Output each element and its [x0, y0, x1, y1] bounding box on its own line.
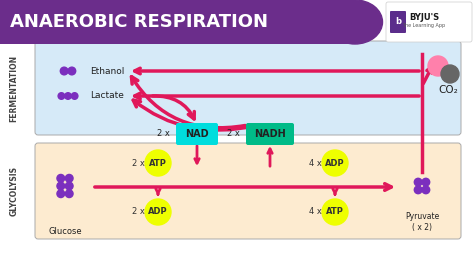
Text: 2 x: 2 x [227, 130, 239, 138]
Circle shape [145, 199, 171, 225]
Text: GLYCOLYSIS: GLYCOLYSIS [9, 166, 18, 216]
Text: BYJU'S: BYJU'S [409, 12, 439, 22]
Circle shape [441, 65, 459, 83]
Text: ADP: ADP [148, 208, 168, 216]
FancyBboxPatch shape [390, 11, 406, 33]
Circle shape [58, 93, 64, 99]
FancyBboxPatch shape [246, 123, 294, 145]
Circle shape [57, 182, 64, 190]
Circle shape [71, 93, 78, 99]
FancyBboxPatch shape [35, 143, 461, 239]
Text: CO₂: CO₂ [438, 85, 458, 95]
Text: ATP: ATP [326, 208, 344, 216]
Text: 2 x: 2 x [132, 208, 145, 216]
Text: NAD: NAD [185, 129, 209, 139]
Circle shape [322, 150, 348, 176]
FancyBboxPatch shape [35, 41, 461, 135]
Circle shape [145, 150, 171, 176]
Circle shape [65, 182, 73, 190]
Text: Glucose: Glucose [48, 227, 82, 235]
Ellipse shape [328, 0, 383, 44]
Circle shape [65, 174, 73, 182]
Circle shape [65, 190, 73, 198]
Text: FERMENTATION: FERMENTATION [9, 54, 18, 122]
Circle shape [414, 178, 422, 186]
Circle shape [422, 186, 430, 194]
Text: b: b [395, 18, 401, 26]
Text: 2 x: 2 x [132, 158, 145, 167]
Circle shape [322, 199, 348, 225]
Circle shape [414, 186, 422, 194]
FancyBboxPatch shape [176, 123, 218, 145]
Text: ANAEROBIC RESPIRATION: ANAEROBIC RESPIRATION [10, 13, 268, 31]
Text: Ethanol: Ethanol [90, 67, 124, 75]
Circle shape [68, 67, 76, 75]
Text: ATP: ATP [149, 158, 167, 167]
Circle shape [428, 56, 448, 76]
Text: ADP: ADP [325, 158, 345, 167]
Text: Pyruvate
( x 2): Pyruvate ( x 2) [405, 212, 439, 232]
Text: NADH: NADH [254, 129, 286, 139]
FancyBboxPatch shape [386, 2, 472, 42]
Text: Lactate: Lactate [90, 91, 124, 101]
Circle shape [60, 67, 68, 75]
Text: The Learning App: The Learning App [402, 24, 446, 28]
FancyBboxPatch shape [0, 0, 355, 44]
Text: 4 x: 4 x [309, 158, 321, 167]
Circle shape [64, 93, 71, 99]
Circle shape [422, 178, 430, 186]
Text: 2 x: 2 x [156, 130, 169, 138]
Circle shape [57, 190, 64, 198]
Text: 4 x: 4 x [309, 208, 321, 216]
Circle shape [57, 174, 64, 182]
